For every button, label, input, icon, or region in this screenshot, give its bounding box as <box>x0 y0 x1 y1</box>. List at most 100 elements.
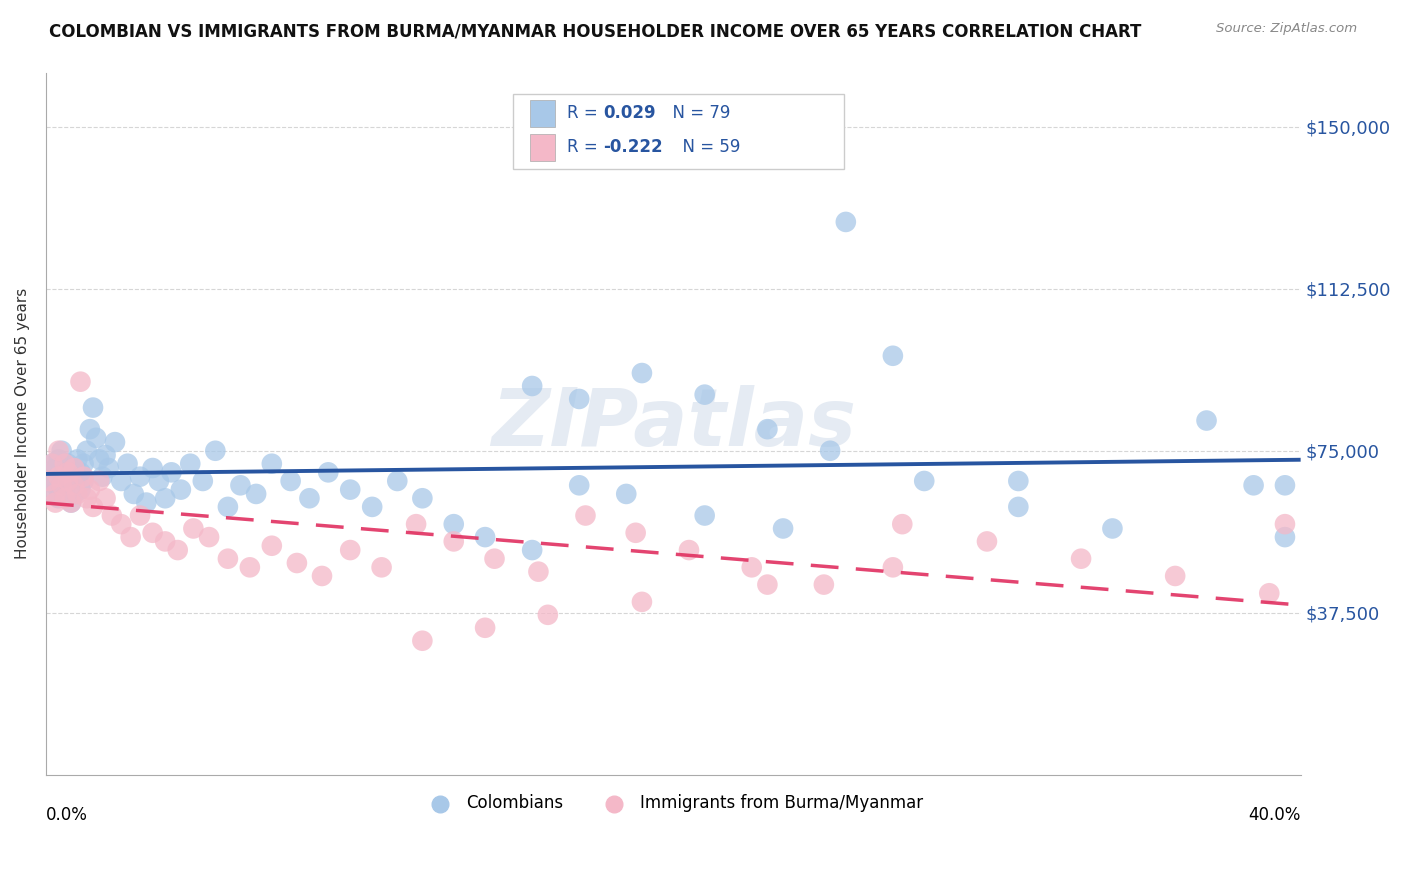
Point <box>166 543 188 558</box>
Point <box>756 577 779 591</box>
Point <box>1258 586 1281 600</box>
Point <box>48 443 70 458</box>
Point <box>285 556 308 570</box>
Point <box>60 478 83 492</box>
Point <box>574 508 596 523</box>
Point <box>122 487 145 501</box>
Point <box>361 500 384 514</box>
Point <box>217 551 239 566</box>
Point <box>229 478 252 492</box>
Point <box>38 474 60 488</box>
Point <box>976 534 998 549</box>
Y-axis label: Householder Income Over 65 years: Householder Income Over 65 years <box>15 288 30 559</box>
Point <box>614 487 637 501</box>
Point <box>339 483 361 497</box>
Point <box>82 500 104 514</box>
Text: -0.222: -0.222 <box>603 138 662 156</box>
Point <box>69 375 91 389</box>
Point <box>44 487 66 501</box>
Point <box>53 466 76 480</box>
Point <box>1007 474 1029 488</box>
Point <box>51 478 73 492</box>
Point <box>537 607 560 622</box>
Point <box>66 487 89 501</box>
Text: N = 79: N = 79 <box>662 104 731 122</box>
Point <box>316 466 339 480</box>
Point <box>298 491 321 506</box>
Point <box>79 483 101 497</box>
Point <box>204 443 226 458</box>
Point <box>693 508 716 523</box>
Point <box>69 466 91 480</box>
Point <box>76 491 98 506</box>
Point <box>51 443 73 458</box>
Point <box>72 457 94 471</box>
Point <box>48 491 70 506</box>
Point <box>63 478 86 492</box>
Point <box>41 487 63 501</box>
Point <box>97 461 120 475</box>
Text: Source: ZipAtlas.com: Source: ZipAtlas.com <box>1216 22 1357 36</box>
Point <box>63 487 86 501</box>
Point <box>280 474 302 488</box>
Point <box>405 517 427 532</box>
Text: 0.0%: 0.0% <box>46 806 87 824</box>
Point <box>41 457 63 471</box>
Point <box>69 483 91 497</box>
Text: N = 59: N = 59 <box>672 138 741 156</box>
Point <box>520 543 543 558</box>
Point <box>76 443 98 458</box>
Point <box>53 483 76 497</box>
Point <box>1274 530 1296 544</box>
Point <box>891 517 914 532</box>
Point <box>370 560 392 574</box>
Point <box>72 469 94 483</box>
Point <box>678 543 700 558</box>
Text: 40.0%: 40.0% <box>1249 806 1301 824</box>
Point <box>56 466 79 480</box>
Legend: Colombians, Immigrants from Burma/Myanmar: Colombians, Immigrants from Burma/Myanma… <box>416 788 931 819</box>
Point <box>813 577 835 591</box>
Point <box>217 500 239 514</box>
Point <box>1195 413 1218 427</box>
Point <box>882 560 904 574</box>
Point <box>53 457 76 471</box>
Point <box>38 474 60 488</box>
Point <box>527 565 550 579</box>
Point <box>912 474 935 488</box>
Point <box>56 457 79 471</box>
Point <box>120 530 142 544</box>
Point <box>89 452 111 467</box>
Point <box>631 366 654 380</box>
Point <box>1274 478 1296 492</box>
Point <box>818 443 841 458</box>
Point <box>443 517 465 532</box>
Point <box>117 457 139 471</box>
Point <box>474 530 496 544</box>
Point <box>94 491 117 506</box>
Point <box>568 478 591 492</box>
Point <box>693 387 716 401</box>
Point <box>82 401 104 415</box>
Point <box>474 621 496 635</box>
Point <box>741 560 763 574</box>
Point <box>772 521 794 535</box>
Point <box>60 495 83 509</box>
Point <box>142 461 165 475</box>
Point <box>101 508 124 523</box>
Point <box>48 469 70 483</box>
Point <box>44 478 66 492</box>
Point <box>835 215 858 229</box>
Point <box>110 517 132 532</box>
Point <box>260 457 283 471</box>
Text: R =: R = <box>567 104 603 122</box>
Point <box>239 560 262 574</box>
Point <box>63 461 86 475</box>
Point <box>411 633 433 648</box>
Point <box>56 474 79 488</box>
Point <box>198 530 221 544</box>
Point <box>104 435 127 450</box>
Point <box>339 543 361 558</box>
Point <box>153 491 176 506</box>
Point <box>66 469 89 483</box>
